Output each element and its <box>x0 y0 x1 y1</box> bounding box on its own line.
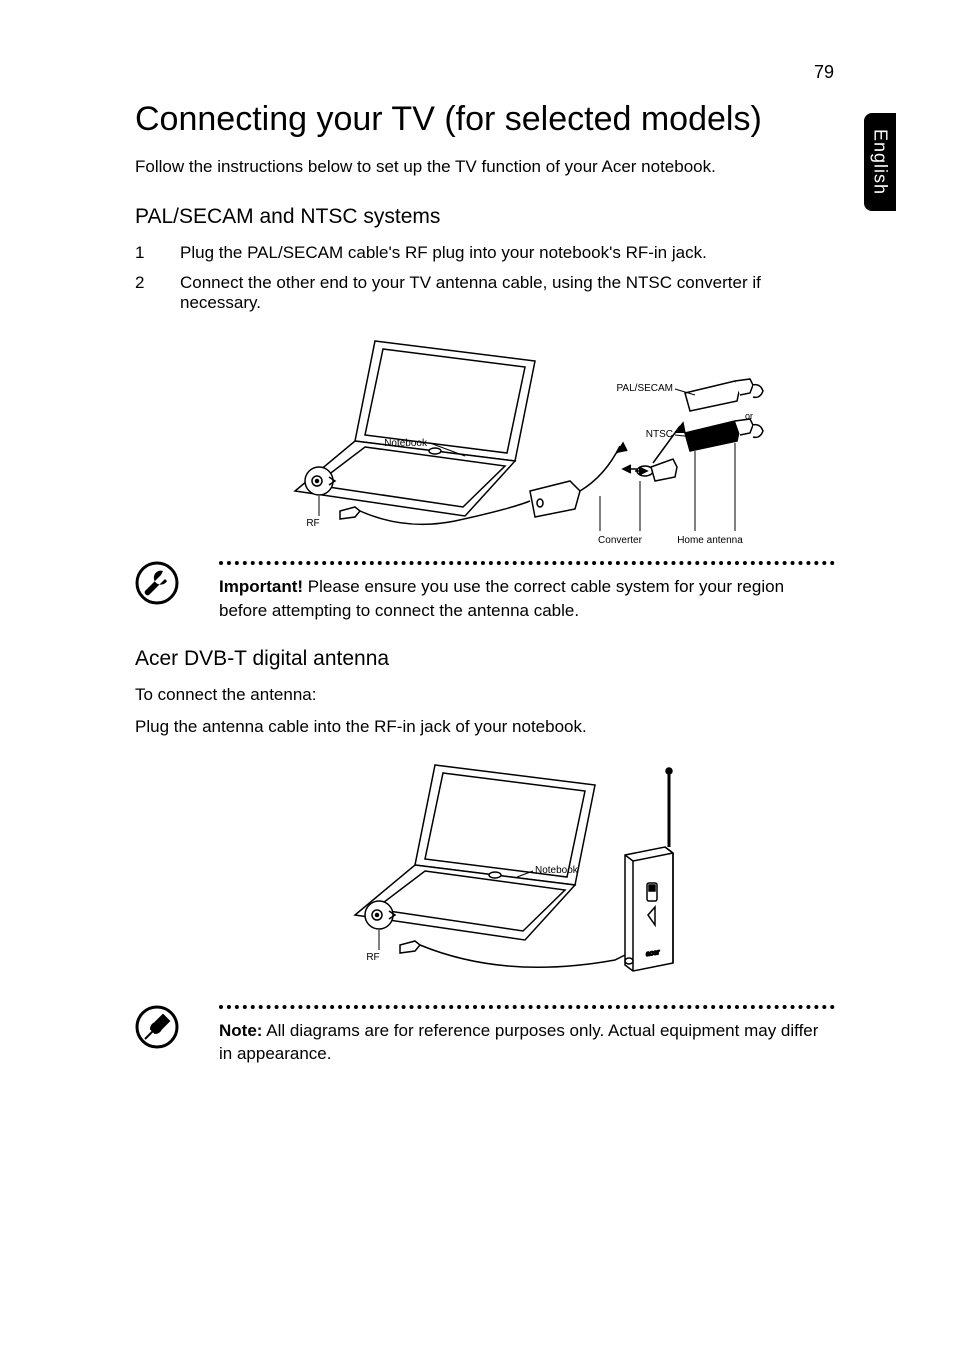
diagram-pal-secam-ntsc: Notebook RF P <box>205 331 765 551</box>
section2-heading: Acer DVB-T digital antenna <box>135 647 835 671</box>
important-text: Important! Please ensure you use the cor… <box>219 575 835 623</box>
section2-line1: To connect the antenna: <box>135 685 835 705</box>
section2-line2: Plug the antenna cable into the RF-in ja… <box>135 717 835 737</box>
note-text: Note: All diagrams are for reference pur… <box>219 1019 835 1067</box>
label-pal-secam: PAL/SECAM <box>617 383 674 394</box>
diagram-dvbt-antenna: Notebook RF acer <box>255 755 715 995</box>
step-number: 2 <box>135 273 180 313</box>
step-text: Connect the other end to your TV antenna… <box>180 273 835 313</box>
step-row: 1 Plug the PAL/SECAM cable's RF plug int… <box>135 243 835 263</box>
intro-text: Follow the instructions below to set up … <box>135 157 835 177</box>
label-rf: RF <box>306 518 319 529</box>
step-text: Plug the PAL/SECAM cable's RF plug into … <box>180 243 835 263</box>
pin-icon <box>135 1005 195 1067</box>
label-notebook: Notebook <box>535 865 579 876</box>
page-title: Connecting your TV (for selected models) <box>135 100 835 139</box>
label-home-antenna: Home antenna <box>677 535 743 546</box>
important-callout: Important! Please ensure you use the cor… <box>135 561 835 623</box>
label-ntsc: NTSC <box>646 429 673 440</box>
dotted-separator <box>219 1005 835 1009</box>
page-number: 79 <box>814 62 834 83</box>
section1-heading: PAL/SECAM and NTSC systems <box>135 205 835 229</box>
label-rf: RF <box>366 952 379 963</box>
label-notebook: Notebook <box>384 438 428 449</box>
step-number: 1 <box>135 243 180 263</box>
label-converter: Converter <box>598 535 643 546</box>
dotted-separator <box>219 561 835 565</box>
step-row: 2 Connect the other end to your TV anten… <box>135 273 835 313</box>
language-label: English <box>870 129 891 195</box>
wrench-icon <box>135 561 195 623</box>
language-tab: English <box>864 113 896 211</box>
note-callout: Note: All diagrams are for reference pur… <box>135 1005 835 1067</box>
page-content: Connecting your TV (for selected models)… <box>135 100 835 1086</box>
